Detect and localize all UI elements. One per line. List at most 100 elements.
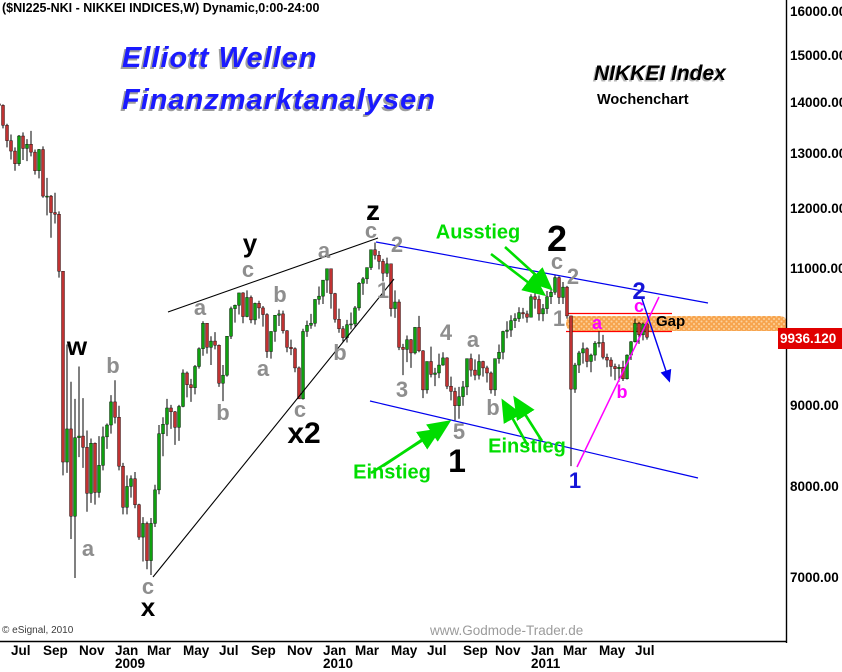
- candle: [241, 292, 245, 317]
- candle: [417, 327, 421, 352]
- candle: [273, 315, 277, 332]
- x-axis-month-label: Jul: [635, 643, 655, 658]
- candle: [549, 292, 553, 297]
- candle: [577, 352, 581, 366]
- candle: [109, 401, 113, 426]
- wave-label-x2: x2: [287, 417, 321, 450]
- candle: [441, 357, 445, 366]
- candle: [201, 323, 205, 349]
- candle: [97, 465, 101, 493]
- candle: [305, 325, 309, 332]
- candle: [53, 212, 57, 215]
- wave-label-b: b: [273, 282, 287, 307]
- wave-label-3: 3: [395, 377, 409, 402]
- candle: [637, 323, 641, 336]
- candle: [177, 406, 181, 428]
- candle: [405, 339, 409, 350]
- candle: [121, 465, 125, 508]
- y-axis-tick-label: 13000.00: [790, 146, 842, 162]
- candle: [477, 361, 481, 376]
- candle: [397, 301, 401, 348]
- candle: [165, 407, 169, 425]
- candlesticks: [0, 103, 649, 578]
- candle: [445, 357, 449, 387]
- candle: [389, 263, 393, 309]
- candle: [257, 303, 261, 309]
- wave-label-y: y: [242, 228, 258, 258]
- candle: [565, 286, 569, 317]
- candle: [9, 140, 13, 152]
- wave-label-1: 1: [376, 278, 390, 303]
- x-axis-month-label: Jan: [531, 643, 555, 658]
- candle: [425, 361, 429, 391]
- candle: [341, 328, 345, 338]
- candle: [129, 478, 133, 487]
- candle: [453, 391, 457, 406]
- candle: [297, 367, 301, 400]
- candle: [173, 411, 177, 428]
- candle: [125, 486, 129, 508]
- wave-label-c: c: [241, 257, 255, 282]
- annotation-einstieg: Einstieg: [353, 461, 431, 484]
- x-axis-month-label: Sep: [463, 643, 488, 658]
- annotation-einstieg: Einstieg: [488, 435, 566, 458]
- wave-label-a: a: [193, 295, 207, 320]
- candle: [377, 255, 381, 262]
- wave-label-1: 1: [448, 443, 466, 479]
- candle: [361, 278, 365, 284]
- y-axis-tick-label: 12000.00: [790, 200, 842, 216]
- candle: [133, 478, 137, 505]
- candle: [321, 279, 325, 297]
- wave-label-w: w: [66, 331, 88, 361]
- candle: [29, 144, 33, 153]
- candle: [237, 292, 241, 306]
- candle: [289, 347, 293, 349]
- wave-label-b: b: [216, 400, 230, 425]
- wave-label-a: a: [591, 313, 603, 333]
- x-axis-year-label: 2009: [115, 656, 146, 671]
- x-axis-month-label: Jul: [219, 643, 239, 658]
- candle: [209, 340, 213, 348]
- candle: [181, 372, 185, 407]
- candle: [409, 339, 413, 354]
- candle: [329, 268, 333, 294]
- candle: [189, 384, 193, 388]
- candle: [249, 297, 253, 321]
- x-axis-month-label: May: [183, 643, 210, 658]
- y-axis-tick-label: 15000.00: [790, 48, 842, 64]
- candle: [581, 348, 585, 354]
- candle: [561, 286, 565, 298]
- candle: [385, 263, 389, 274]
- candle: [233, 305, 237, 309]
- candle: [277, 313, 281, 316]
- y-axis-tick-label: 7000.00: [790, 570, 839, 585]
- candle: [369, 249, 373, 268]
- candle: [473, 369, 477, 376]
- candle: [225, 336, 229, 376]
- candle: [497, 352, 501, 359]
- wave-label-4: 4: [439, 320, 453, 345]
- trend-lines: [152, 237, 709, 578]
- brand-watermark-line1: Elliott Wellen: [122, 42, 318, 74]
- candle: [489, 372, 493, 391]
- candle: [541, 308, 545, 315]
- x-axis-month-label: Mar: [147, 643, 172, 658]
- candle: [645, 323, 649, 338]
- y-axis-tick-label: 16000.00: [790, 4, 842, 19]
- candle: [529, 296, 533, 318]
- x-axis-month-label: Jul: [427, 643, 447, 658]
- candle: [457, 396, 461, 406]
- wave-label-c: c: [293, 397, 307, 422]
- candle: [5, 125, 9, 141]
- candle: [393, 301, 397, 309]
- candle: [37, 149, 41, 171]
- wave-label-1: 1: [568, 468, 582, 493]
- candle: [613, 366, 617, 369]
- candle: [553, 277, 557, 293]
- wave-label-a: a: [466, 327, 480, 352]
- candle: [57, 214, 61, 272]
- wave-label-b: b: [333, 340, 347, 365]
- wave-label-c: c: [633, 296, 645, 316]
- candle: [513, 318, 517, 321]
